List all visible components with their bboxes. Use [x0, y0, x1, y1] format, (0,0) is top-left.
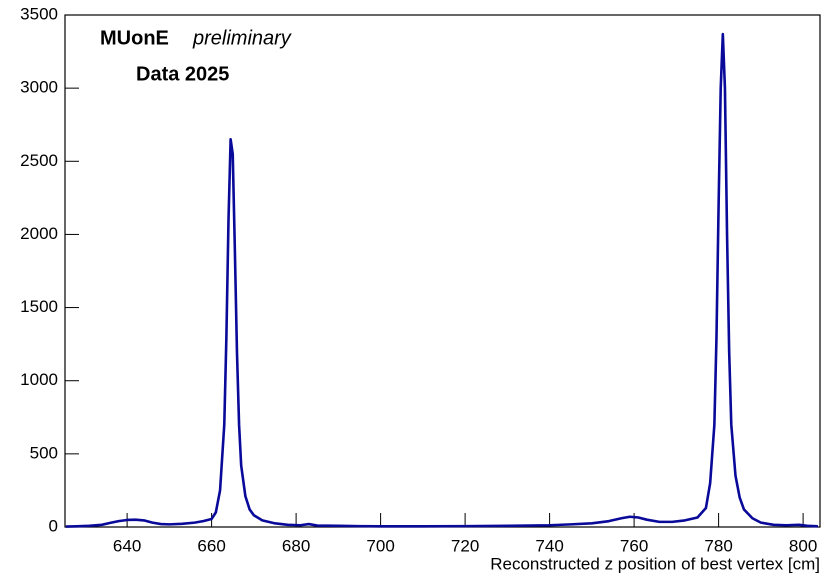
x-tick-label: 740	[535, 536, 563, 555]
y-tick-label: 1000	[20, 370, 58, 389]
x-tick-label: 720	[451, 536, 479, 555]
x-tick-label: 760	[620, 536, 648, 555]
y-tick-label: 2500	[20, 151, 58, 170]
y-tick-label: 1500	[20, 297, 58, 316]
dataset-label: Data 2025	[136, 63, 229, 85]
x-tick-label: 660	[197, 536, 225, 555]
y-tick-label: 0	[49, 516, 58, 535]
x-tick-label: 800	[789, 536, 817, 555]
y-tick-label: 3500	[20, 4, 58, 23]
y-tick-label: 3000	[20, 78, 58, 97]
x-tick-label: 640	[113, 536, 141, 555]
preliminary-label: preliminary	[192, 27, 292, 49]
experiment-label: MUonE	[100, 27, 169, 49]
plot-frame	[64, 14, 821, 528]
y-tick-label: 500	[30, 443, 58, 462]
x-tick-label: 700	[366, 536, 394, 555]
y-tick-label: 2000	[20, 224, 58, 243]
x-tick-label: 780	[704, 536, 732, 555]
data-line	[65, 32, 818, 528]
x-axis-label: Reconstructed z position of best vertex …	[490, 554, 820, 573]
x-tick-label: 680	[282, 536, 310, 555]
